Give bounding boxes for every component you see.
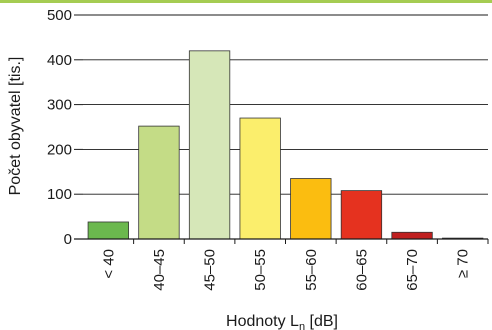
y-tick-label: 400 [47,52,72,69]
x-tick-labels: < 40 40–45 45–50 50–55 55–60 60–65 65–70 ≥ 70 [100,249,471,291]
bars [87,50,489,244]
top-rule [0,0,492,3]
x-tick-label: 45–50 [202,249,219,291]
bar-3 [239,117,281,240]
y-tick-labels: 0 100 200 300 400 500 [47,7,72,248]
y-tick-label: 300 [47,97,72,114]
x-tick-label: 55–60 [303,249,320,291]
x-axis-label-subscript: n [299,321,305,330]
bar-5 [340,190,383,240]
grid-lines [74,14,488,240]
bar-6 [391,231,433,240]
bar-2 [188,50,231,240]
bar-4 [290,178,332,240]
bar-0 [87,221,129,240]
x-tick-label: 65–70 [404,249,421,291]
y-tick-label: 100 [47,186,72,203]
x-tick-label: 40–45 [151,249,168,291]
x-tick-label: < 40 [100,249,117,279]
y-tick-label: 500 [47,7,72,24]
x-tick-label: 50–55 [252,249,269,291]
y-tick-label: 200 [47,141,72,158]
x-axis-label: Hodnoty Ln [dB] [226,313,338,330]
y-tick-label: 0 [64,231,72,248]
x-tick-label: ≥ 70 [455,249,472,278]
x-axis-label-unit: [dB] [305,313,338,330]
bar-1 [138,125,180,240]
x-axis-label-main: Hodnoty L [226,313,299,330]
y-axis-label: Počet obyvatel [tis.] [7,57,24,196]
x-tick-label: 60–65 [353,249,370,291]
